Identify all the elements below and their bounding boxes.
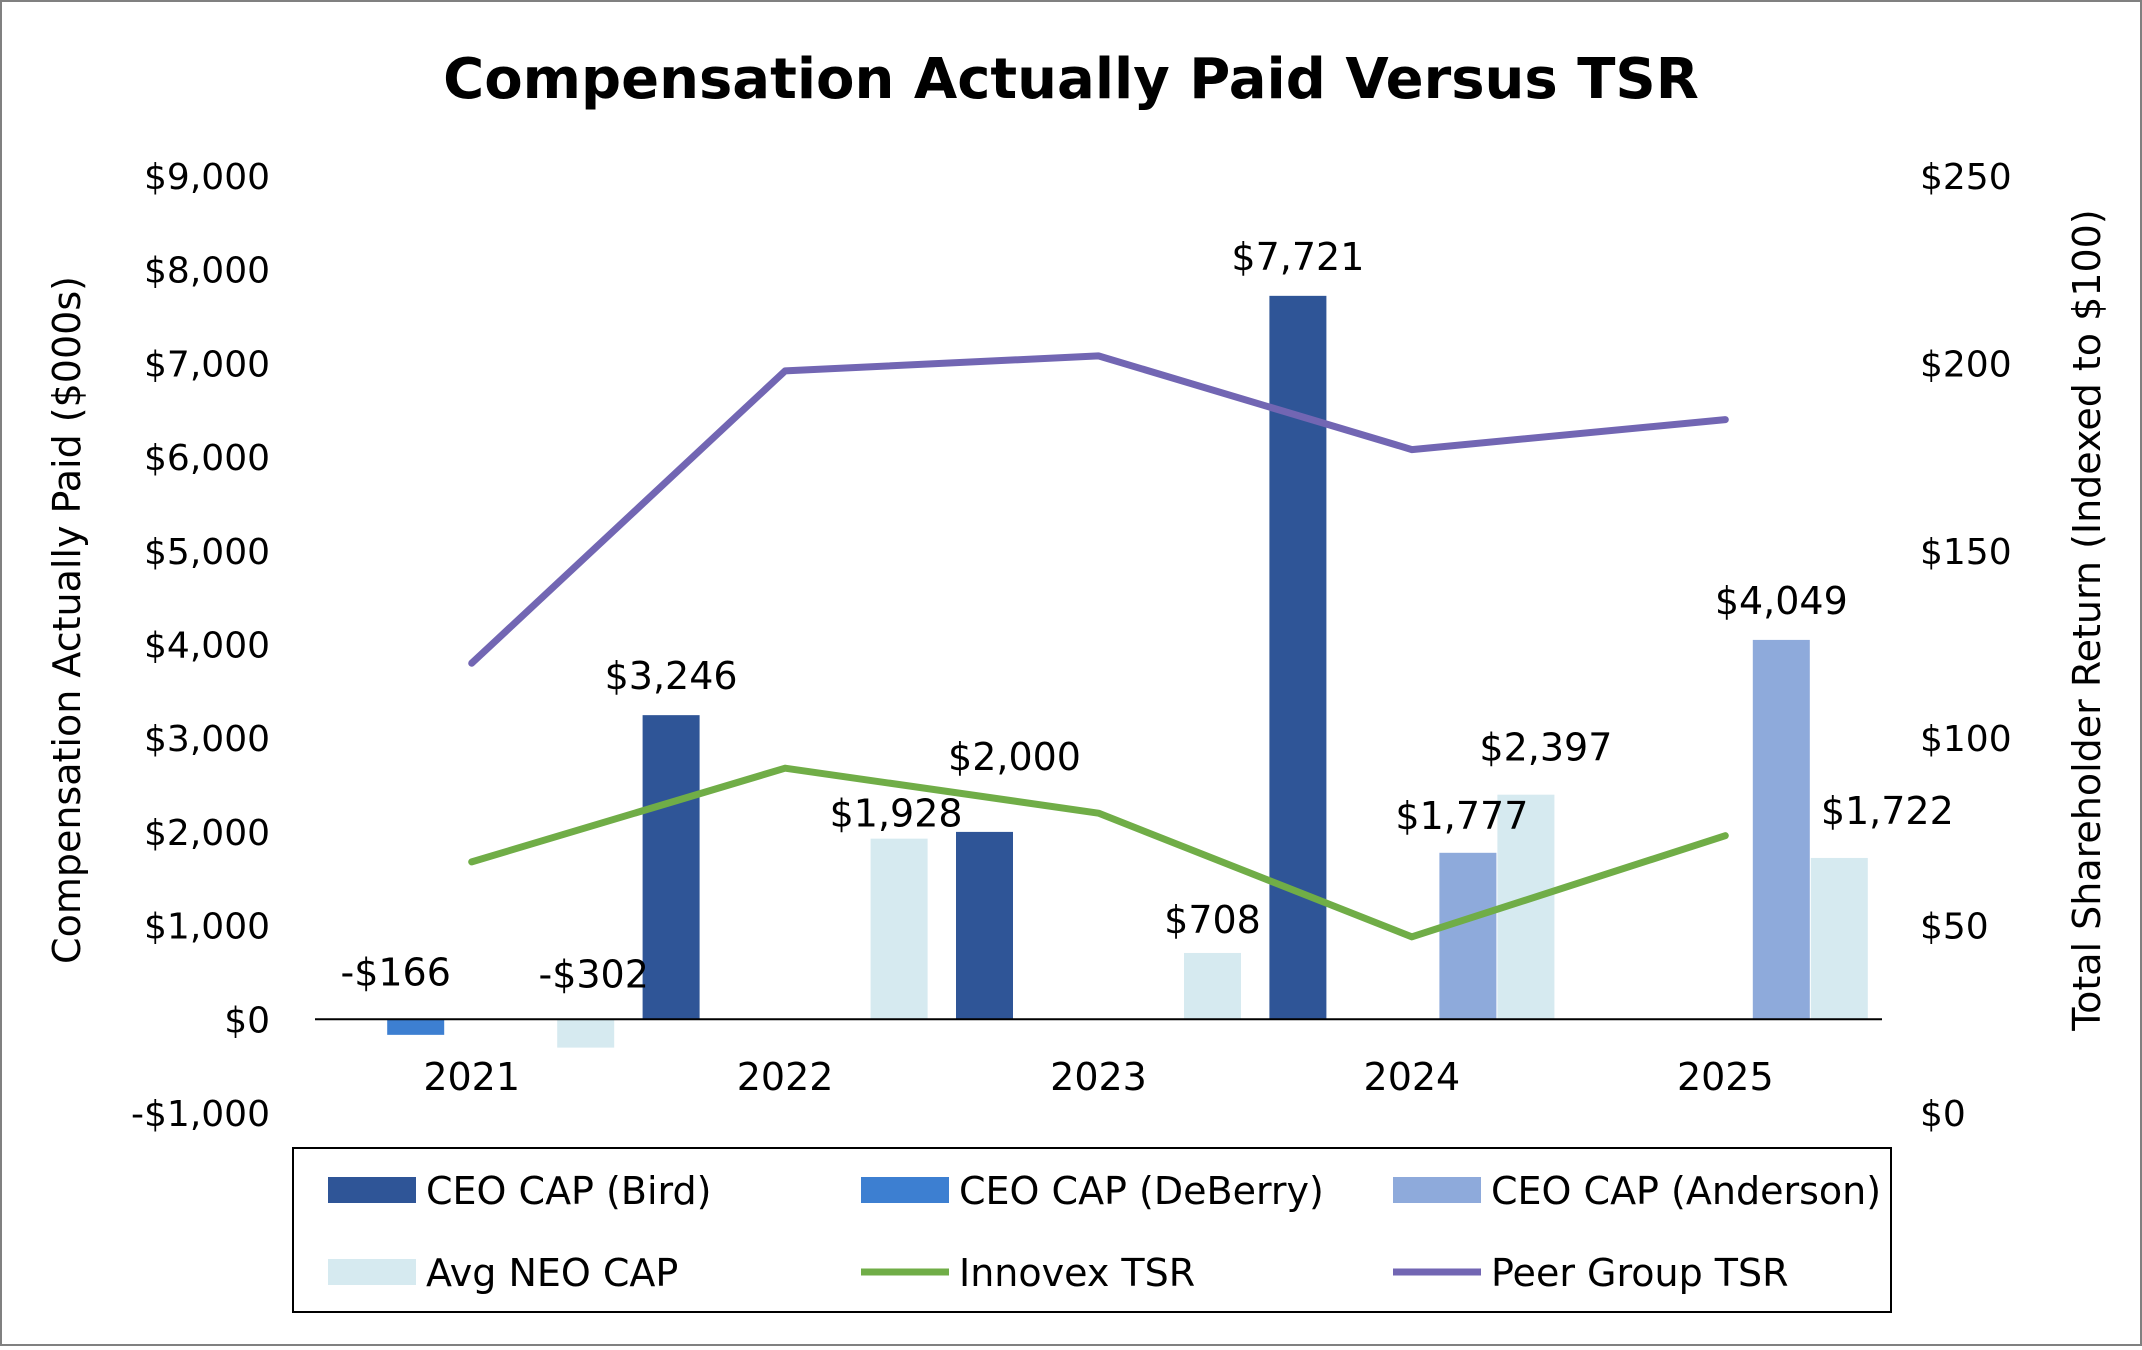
legend: CEO CAP (Bird) CEO CAP (DeBerry) CEO CAP (… bbox=[292, 1147, 1892, 1313]
legend-label: Peer Group TSR bbox=[1491, 1251, 1789, 1295]
legend-swatch bbox=[1393, 1177, 1481, 1203]
left-tick-label: $1,000 bbox=[144, 907, 270, 948]
left-tick-label: $0 bbox=[224, 1000, 270, 1041]
category-label-2021: 2021 bbox=[423, 1055, 520, 1099]
right-tick-label: $0 bbox=[1920, 1094, 1966, 1135]
bar-ceo-cap-anderson-2024 bbox=[1439, 852, 1497, 1020]
data-label: $2,397 bbox=[1479, 726, 1612, 770]
left-tick-label: $4,000 bbox=[144, 626, 270, 667]
right-tick-label: $50 bbox=[1920, 907, 1989, 948]
bar-avg-neo-cap-2023 bbox=[1184, 952, 1241, 1020]
bar-ceo-cap-anderson-2025 bbox=[1752, 639, 1810, 1020]
left-tick-label: $5,000 bbox=[144, 532, 270, 573]
category-label-2022: 2022 bbox=[737, 1055, 834, 1099]
left-tick-label: $2,000 bbox=[144, 813, 270, 854]
legend-swatch bbox=[861, 1177, 949, 1203]
right-tick-label: $200 bbox=[1920, 344, 2012, 385]
data-label: $2,000 bbox=[948, 735, 1081, 779]
data-labels-group: $3,246 $2,000 $7,721 -$166 $1,777 $4,049 -$302… bbox=[340, 235, 1953, 996]
right-tick-label: $150 bbox=[1920, 532, 2012, 573]
left-tick-label: $6,000 bbox=[144, 438, 270, 479]
data-label: $3,246 bbox=[605, 654, 738, 698]
category-axis-labels: 2021 2022 2023 2024 2025 bbox=[423, 1055, 1773, 1099]
right-axis-ticks: $0 $50 $100 $150 $200 $250 bbox=[1920, 157, 2012, 1135]
data-label: $1,777 bbox=[1395, 794, 1528, 838]
category-label-2023: 2023 bbox=[1050, 1055, 1147, 1099]
bar-avg-neo-cap-2021 bbox=[557, 1019, 615, 1048]
category-label-2025: 2025 bbox=[1677, 1055, 1774, 1099]
bar-ceo-cap-deberry-2021 bbox=[387, 1019, 445, 1035]
left-tick-label: $7,000 bbox=[144, 344, 270, 385]
line-series-group bbox=[468, 352, 1729, 941]
data-label: $7,721 bbox=[1231, 235, 1364, 279]
legend-label: CEO CAP (Bird) bbox=[426, 1169, 711, 1213]
data-label: $4,049 bbox=[1715, 579, 1848, 623]
data-label: $1,722 bbox=[1821, 789, 1954, 833]
left-tick-label: $8,000 bbox=[144, 251, 270, 292]
bar-ceo-cap-bird-2023 bbox=[956, 831, 1013, 1020]
category-label-2024: 2024 bbox=[1364, 1055, 1461, 1099]
bar-avg-neo-cap-2022 bbox=[870, 838, 928, 1020]
chart-title: Compensation Actually Paid Versus TSR bbox=[443, 47, 1699, 112]
bar-ceo-cap-bird-2024 bbox=[1269, 295, 1327, 1020]
left-tick-label: $3,000 bbox=[144, 719, 270, 760]
right-tick-label: $250 bbox=[1920, 157, 2012, 198]
legend-swatch bbox=[328, 1177, 416, 1203]
legend-label: CEO CAP (DeBerry) bbox=[959, 1169, 1324, 1213]
data-label: $708 bbox=[1164, 898, 1261, 942]
data-label: -$166 bbox=[340, 950, 450, 994]
right-axis-label: Total Shareholder Return (Indexed to $10… bbox=[2065, 209, 2109, 1031]
right-tick-label: $100 bbox=[1920, 719, 2012, 760]
line-innovex-tsr bbox=[468, 764, 1729, 941]
legend-label: Innovex TSR bbox=[959, 1251, 1195, 1295]
legend-swatch bbox=[328, 1259, 416, 1285]
bar-ceo-cap-bird-2022 bbox=[642, 715, 700, 1020]
line-peer-group-tsr bbox=[468, 352, 1729, 667]
bar-avg-neo-cap-2025 bbox=[1810, 857, 1868, 1020]
legend-label: CEO CAP (Anderson) bbox=[1491, 1169, 1881, 1213]
left-axis-ticks: -$1,000 $0 $1,000 $2,000 $3,000 $4,000 $5,000 $… bbox=[131, 157, 270, 1135]
data-label: $1,928 bbox=[830, 792, 963, 836]
left-tick-label: $9,000 bbox=[144, 157, 270, 198]
left-axis-label: Compensation Actually Paid ($000s) bbox=[45, 276, 89, 964]
data-label: -$302 bbox=[538, 952, 648, 996]
legend-box bbox=[292, 1147, 1892, 1313]
left-tick-label: -$1,000 bbox=[131, 1094, 270, 1135]
legend-label: Avg NEO CAP bbox=[426, 1251, 678, 1295]
